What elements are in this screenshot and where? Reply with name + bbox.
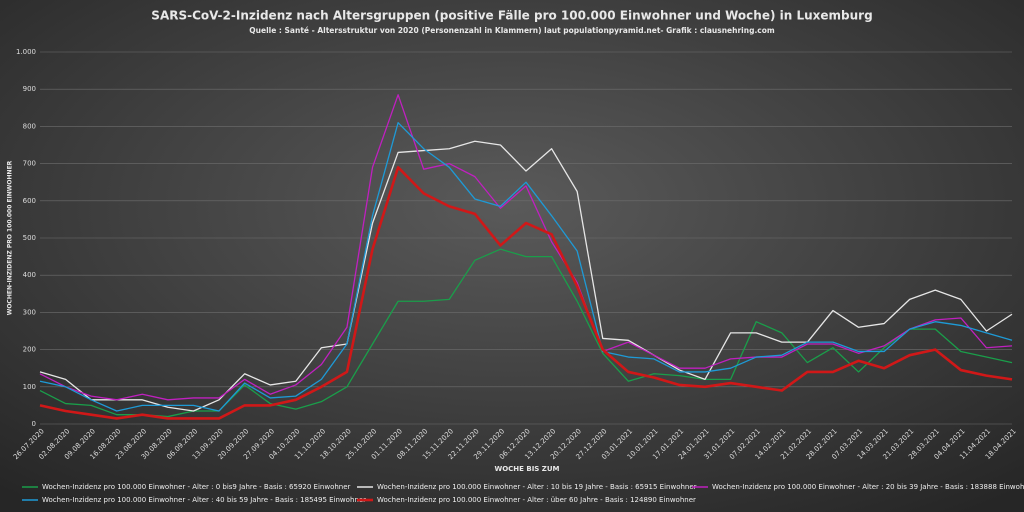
y-tick-label: 600 (23, 197, 36, 205)
x-axis-label: WOCHE BIS ZUM (494, 465, 559, 473)
y-tick-label: 100 (23, 383, 36, 391)
chart-subtitle: Quelle : Santé - Altersstruktur von 2020… (249, 26, 775, 35)
y-tick-label: 200 (23, 346, 36, 354)
y-tick-label: 500 (23, 234, 36, 242)
y-tick-label: 1.000 (16, 48, 36, 56)
y-axis-label: WOCHEN-INZIDENZ PRO 100.000 EINWOHNER (7, 160, 14, 315)
series-line (39, 94, 1013, 401)
y-tick-label: 300 (23, 308, 36, 316)
series-line (39, 122, 1013, 412)
legend-label: Wochen-Inzidenz pro 100.000 Einwohner - … (42, 496, 366, 504)
legend-label: Wochen-Inzidenz pro 100.000 Einwohner - … (377, 483, 697, 491)
series-line (39, 166, 1013, 420)
y-tick-label: 900 (23, 85, 36, 93)
y-tick-label: 700 (23, 160, 36, 168)
y-tick-label: 800 (23, 122, 36, 130)
y-tick-label: 400 (23, 271, 36, 279)
chart-title: SARS-CoV-2-Inzidenz nach Altersgruppen (… (151, 9, 872, 23)
y-tick-label: 0 (32, 420, 36, 428)
legend-label: Wochen-Inzidenz pro 100.000 Einwohner - … (42, 483, 351, 491)
legend-label: Wochen-Inzidenz pro 100.000 Einwohner - … (377, 496, 696, 504)
legend-label: Wochen-Inzidenz pro 100.000 Einwohner - … (712, 483, 1024, 491)
